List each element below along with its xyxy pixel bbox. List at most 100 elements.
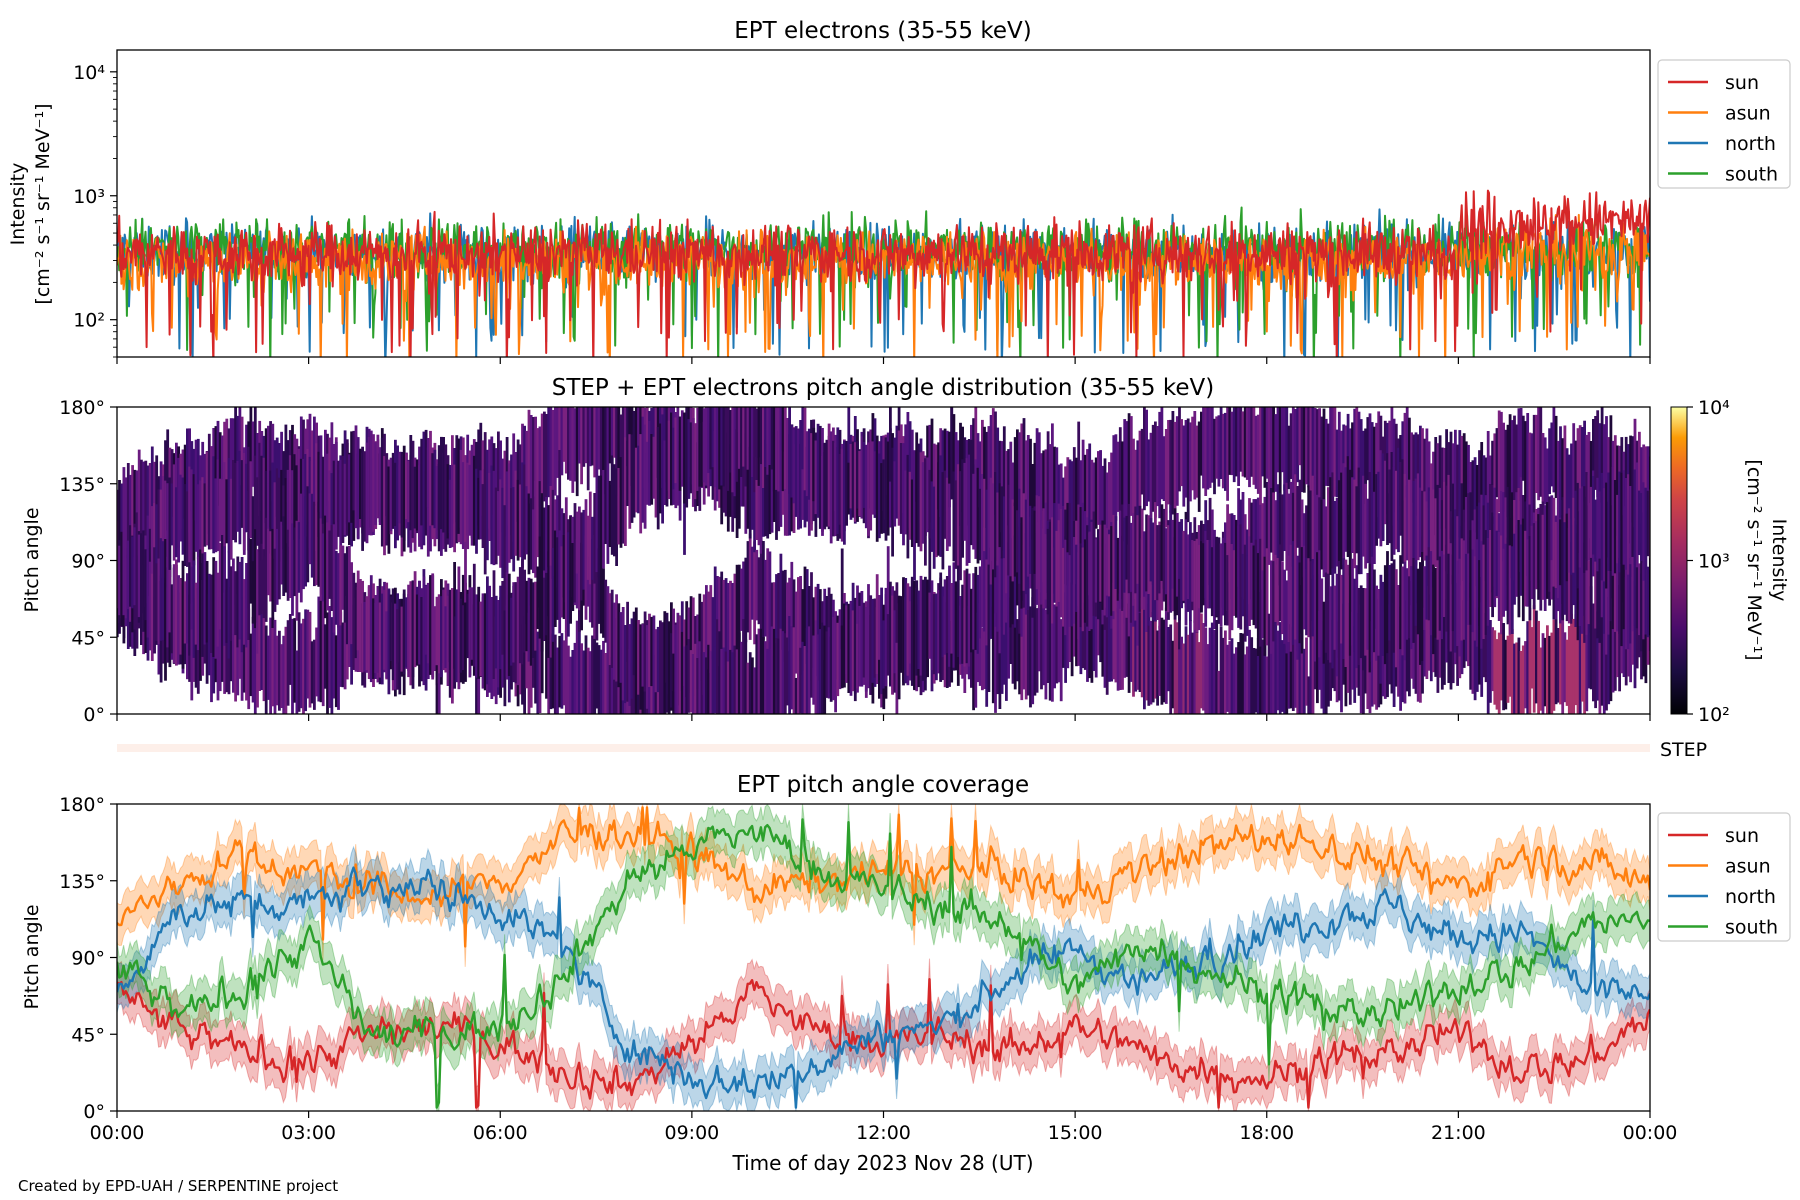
- heat-cell: [1546, 448, 1549, 518]
- heat-cell: [256, 433, 259, 498]
- heat-cell: [1254, 415, 1258, 489]
- heat-cell: [696, 614, 700, 690]
- heat-cell: [871, 441, 875, 515]
- heat-cell: [1116, 441, 1120, 512]
- heat-cell: [1101, 520, 1105, 610]
- heat-cell: [1075, 569, 1078, 667]
- heat-cell: [177, 575, 180, 665]
- heat-cell: [1497, 410, 1501, 513]
- heat-cell: [203, 552, 207, 645]
- heat-cell: [1322, 620, 1326, 714]
- heat-cell: [455, 435, 459, 544]
- heat-cell: [945, 477, 949, 551]
- heat-cell: [1195, 538, 1199, 633]
- heat-cell: [1436, 560, 1440, 640]
- heat-cell: [700, 601, 704, 681]
- heat-cell: [613, 464, 616, 557]
- heat-cell: [234, 571, 237, 636]
- heat-cell: [1401, 628, 1405, 703]
- heat-cell: [983, 478, 986, 552]
- heat-cell: [1364, 588, 1367, 656]
- heat-cell: [1574, 490, 1578, 587]
- heat-cell: [1405, 485, 1409, 561]
- heat-cell: [1399, 555, 1402, 650]
- heat-cell: [1311, 475, 1315, 579]
- heat-cell: [440, 436, 443, 530]
- heat-cell: [803, 566, 807, 671]
- heat-cell: [251, 421, 255, 487]
- heat-cell: [1521, 415, 1525, 481]
- heat-cell: [514, 470, 518, 556]
- heat-cell: [674, 624, 678, 714]
- heat-cell: [1300, 407, 1304, 493]
- colorbar-tick-label: 10³: [1698, 551, 1730, 573]
- legend-label-sun: sun: [1725, 825, 1759, 847]
- heat-cell: [1283, 569, 1286, 644]
- heat-cell: [823, 625, 827, 714]
- heat-cell: [591, 539, 594, 628]
- heat-cell: [617, 468, 621, 545]
- heat-cell: [1364, 483, 1367, 569]
- heat-cell: [166, 483, 170, 568]
- step-strip: [117, 744, 1650, 752]
- heat-cell: [383, 589, 386, 670]
- heat-cell: [807, 428, 811, 500]
- heat-cell: [1383, 460, 1387, 525]
- heat-cell: [1403, 561, 1407, 661]
- heat-cell: [1594, 558, 1597, 629]
- heat-cell: [1359, 419, 1363, 489]
- heat-cell: [1616, 535, 1619, 632]
- heat-cell: [584, 407, 588, 464]
- heat-cell: [1200, 411, 1203, 476]
- heat-cell: [562, 407, 566, 462]
- heat-cell: [278, 630, 281, 711]
- heat-cell: [1097, 529, 1100, 620]
- heat-cell: [845, 440, 848, 526]
- heat-cell: [702, 594, 706, 695]
- heat-cell: [816, 583, 820, 677]
- heat-cell: [1567, 454, 1571, 522]
- heat-cell: [1353, 479, 1357, 569]
- heat-cell: [475, 670, 478, 714]
- heat-cell: [895, 582, 899, 686]
- heat-cell: [1075, 457, 1078, 530]
- heat-cell: [832, 617, 835, 701]
- heat-cell: [1040, 592, 1043, 690]
- heat-cell: [1355, 407, 1359, 488]
- heat-cell: [744, 557, 748, 643]
- heat-cell: [1493, 433, 1497, 517]
- heat-cell: [1250, 542, 1254, 620]
- heat-cell: [1554, 609, 1558, 705]
- heat-cell: [223, 546, 226, 646]
- heat-cell: [1215, 537, 1219, 616]
- heat-cell: [1609, 549, 1613, 622]
- heat-cell: [183, 581, 187, 644]
- heat-cell: [148, 561, 152, 627]
- heat-cell: [1193, 620, 1197, 714]
- heat-cell: [650, 434, 654, 505]
- heat-cell: [159, 538, 163, 641]
- heat-cell: [567, 407, 570, 480]
- heat-cell: [1033, 442, 1037, 526]
- heat-cell: [1092, 462, 1096, 541]
- heat-cell: [477, 429, 481, 526]
- heat-cell: [398, 451, 402, 524]
- heat-cell: [1546, 625, 1549, 714]
- heat-cell: [930, 418, 934, 523]
- heat-cell: [1464, 497, 1468, 596]
- heat-cell: [1167, 420, 1170, 505]
- heat-cell: [777, 407, 781, 492]
- heat-cell: [810, 572, 813, 681]
- heat-cell: [1635, 555, 1639, 629]
- heat-cell: [617, 603, 621, 688]
- heat-cell: [361, 580, 364, 673]
- heat-cell: [183, 484, 187, 566]
- panel1-title: EPT electrons (35-55 keV): [734, 18, 1031, 44]
- heat-cell: [383, 456, 386, 556]
- heat-cell: [744, 407, 748, 487]
- heat-cell: [512, 582, 516, 663]
- heat-cell: [1401, 566, 1405, 656]
- heat-cell: [1265, 407, 1269, 479]
- heat-cell: [155, 563, 159, 641]
- heat-cell: [1026, 435, 1030, 541]
